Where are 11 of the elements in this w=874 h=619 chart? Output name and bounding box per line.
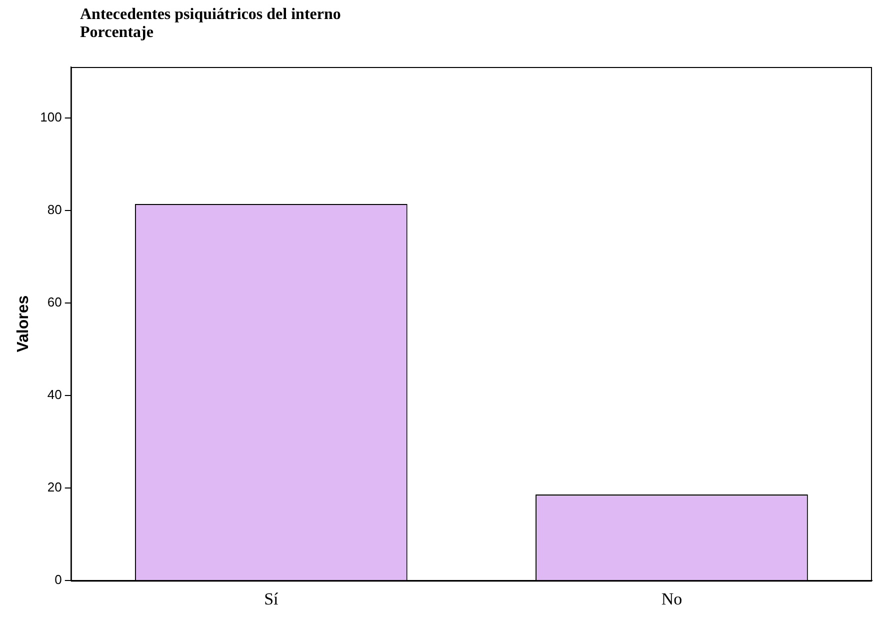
y-tick-label: 80 — [47, 202, 62, 218]
chart-subtitle: Porcentaje — [80, 24, 154, 42]
chart-title: Antecedentes psiquiátricos del interno — [80, 6, 341, 24]
y-tick-label: 0 — [54, 572, 62, 588]
x-tick-label: Sí — [264, 589, 279, 608]
y-tick-label: 60 — [47, 294, 62, 310]
y-tick-label: 20 — [47, 480, 62, 495]
y-tick-label: 40 — [47, 387, 62, 402]
y-axis-title: Valores — [15, 295, 32, 352]
y-tick-label: 100 — [40, 109, 62, 124]
x-tick-label: No — [661, 589, 682, 608]
